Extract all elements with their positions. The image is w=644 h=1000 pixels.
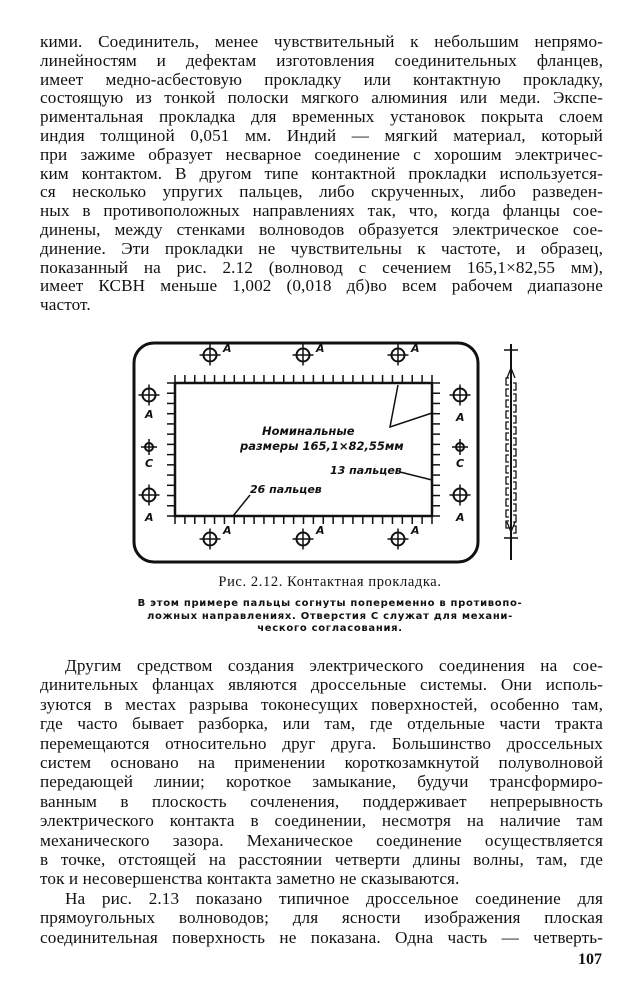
- hole-a-icon: A: [138, 484, 160, 524]
- text-line: перемещаются относительно друг друга. Бо…: [40, 733, 603, 753]
- hole-label: A: [315, 342, 325, 355]
- hole-a-icon: A: [387, 524, 420, 550]
- hole-a-icon: A: [138, 384, 160, 421]
- hole-label: C: [456, 457, 464, 470]
- text-line: показанный на рис. 2.12 (волновод с сече…: [40, 257, 603, 277]
- text-line: имеет медно-асбестовую прокладку или кон…: [40, 69, 603, 89]
- label-nominal-2: размеры 165,1×82,55мм: [239, 439, 404, 453]
- label-26-fingers: 26 пальцев: [250, 483, 322, 496]
- text-line: Другим средством создания электрического…: [65, 656, 603, 675]
- text-line: прямоугольных волноводов; для ясности из…: [40, 908, 603, 928]
- text-line: механического зазора. Механическое соеди…: [40, 830, 603, 850]
- hole-label: A: [222, 524, 232, 537]
- text-line: кими. Соединитель, менее чувствительный …: [40, 32, 603, 51]
- gasket-outline: [132, 341, 480, 564]
- text-line: линейностям и дефектам изготовления соед…: [40, 50, 603, 70]
- text-line: соединительная поверхность не показана. …: [40, 927, 603, 947]
- text-line: динение. Эти прокладки не чувствительны …: [40, 238, 603, 258]
- hole-a-icon: A: [199, 342, 232, 366]
- text-line: частот.: [40, 295, 91, 315]
- hole-a-icon: A: [449, 384, 471, 424]
- hole-a-icon: A: [292, 524, 325, 550]
- leader-line-nominal: [389, 384, 433, 429]
- figure-caption-note-line: ложных направлениях. Отверстия C служат …: [147, 610, 513, 622]
- text-line: имеет КСВН меньше 1,002 (0,018 дб)во все…: [40, 276, 603, 296]
- hole-label: A: [410, 524, 420, 537]
- text-line: ных в противоположных направлениях так, …: [40, 201, 603, 221]
- text-line: передающей линии; короткое замыкание, бу…: [40, 772, 603, 792]
- hole-c-icon: C: [141, 439, 157, 470]
- hole-a-icon: A: [199, 524, 232, 550]
- text-line: риментальная прокладка для временных уст…: [40, 107, 603, 127]
- hole-label: A: [144, 511, 154, 524]
- text-line: состоящую из тонкой полоски мягкого алюм…: [40, 88, 603, 108]
- figure-caption-note-line: ческого согласования.: [257, 623, 403, 634]
- hole-label: A: [455, 411, 465, 424]
- hole-c-icon: C: [452, 439, 468, 470]
- label-13-fingers: 13 пальцев: [330, 464, 402, 477]
- text-line: ким контактом. В другом типе контактной …: [40, 163, 603, 183]
- hole-label: A: [222, 342, 232, 355]
- text-line: динены, между стенками волноводов образу…: [40, 220, 603, 239]
- text-line: индия толщиной 0,051 мм. Индий — мягкий …: [40, 126, 603, 145]
- label-nominal-1: Номинальные: [262, 424, 355, 438]
- hole-a-icon: A: [387, 342, 420, 366]
- hole-label: C: [145, 457, 153, 470]
- text-line: ванным в плоскость сочленения, поддержив…: [40, 791, 603, 811]
- text-line: ся несколько упругих пальцев, либо скруч…: [40, 182, 603, 202]
- hole-label: A: [315, 524, 325, 537]
- page-number: 107: [578, 951, 602, 968]
- text-line: На рис. 2.13 показано типичное дроссельн…: [65, 888, 603, 908]
- text-line: при зажиме образует несварное соединение…: [40, 144, 603, 164]
- leader-line-13: [399, 471, 433, 481]
- text-line: где часто бывает разборка, или там, где …: [40, 714, 603, 734]
- hole-a-icon: A: [292, 342, 325, 366]
- hole-label: A: [144, 408, 154, 421]
- mounting-holes: A A A A A A A C A A C A: [138, 342, 471, 550]
- hole-label: A: [455, 511, 465, 524]
- text-line: систем основано на применении короткозам…: [40, 753, 603, 772]
- text-line: динительных фланцах являются дроссельные…: [40, 675, 603, 695]
- leader-line-26: [232, 494, 251, 517]
- text-line: ток и несовершенства контакта заметно не…: [40, 869, 460, 889]
- text-line: зуются в местах разрыва токонесущих пове…: [40, 694, 603, 714]
- side-view-gasket: [504, 344, 518, 560]
- text-line: электрического контакта в соединении, не…: [40, 811, 603, 831]
- hole-label: A: [410, 342, 420, 355]
- figure-caption-note-line: В этом примере пальцы согнуты попеременн…: [137, 598, 523, 609]
- text-line: в точке, отстоящей на расстоянии четверт…: [40, 850, 603, 869]
- hole-a-icon: A: [449, 484, 471, 524]
- fingers: [167, 375, 440, 524]
- figure-caption-title: Рис. 2.12. Контактная прокладка.: [218, 574, 442, 590]
